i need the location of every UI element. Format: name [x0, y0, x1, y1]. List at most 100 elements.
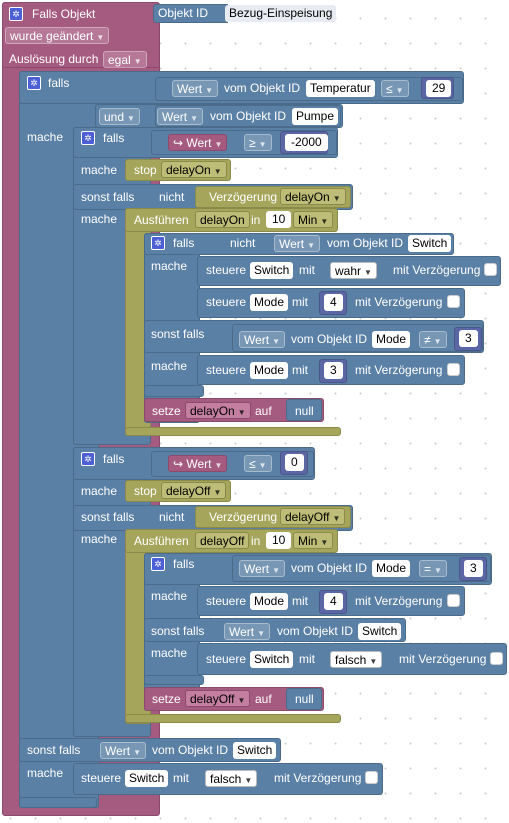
und-dropdown[interactable]: und ▼ [99, 108, 140, 125]
number-4[interactable]: 4 [324, 593, 343, 610]
verzoegerung-label: Verzögerung [209, 510, 278, 524]
object-field-switch[interactable]: Switch [408, 235, 452, 252]
variable-dropdown[interactable]: delayOn ▼ [185, 402, 251, 419]
steuere-label: steuere [206, 295, 247, 309]
falls-label: falls [103, 452, 125, 466]
inner-if-header [144, 233, 454, 255]
prop-dropdown[interactable]: Wert ▼ [239, 560, 286, 577]
trigger-by-label: Auslösung durch [9, 52, 99, 66]
ausfuehren-label: Ausführen [134, 534, 189, 548]
prop-dropdown[interactable]: Wert ▼ [100, 742, 147, 759]
vom-objekt-label: vom Objekt ID [224, 81, 301, 95]
value-dropdown[interactable]: wahr ▼ [330, 262, 377, 279]
number-3[interactable]: 3 [464, 560, 483, 577]
prop-dropdown[interactable]: Wert ▼ [239, 331, 286, 348]
null-block[interactable] [286, 688, 322, 710]
timer-dropdown[interactable]: delayOff ▼ [161, 482, 227, 499]
chevron-down-icon: ▼ [133, 748, 142, 757]
delay-checkbox[interactable] [365, 771, 378, 784]
object-id-field[interactable]: Bezug-Einspeisung [225, 5, 337, 22]
object-field-switch[interactable]: Switch [250, 262, 294, 279]
object-field-switch[interactable]: Switch [233, 742, 277, 759]
mit-label: mit [299, 652, 315, 666]
variable-arrow-icon: ↪ [173, 457, 187, 471]
sonst-falls-label: sonst falls [151, 327, 205, 341]
gear-icon[interactable]: ✲ [9, 7, 23, 21]
vom-objekt-label: vom Objekt ID [291, 561, 368, 575]
object-field-switch[interactable]: Switch [250, 651, 294, 668]
chevron-down-icon: ▼ [433, 337, 442, 346]
trigger-by-dropdown[interactable]: egal ▼ [103, 51, 147, 68]
gear-icon[interactable]: ✲ [81, 452, 95, 466]
cond-mode-ne-3[interactable] [232, 324, 483, 352]
interval-input[interactable]: 10 [266, 211, 292, 228]
compare-op-dropdown[interactable]: ≥ ▼ [244, 134, 272, 151]
sonst-falls-label: sonst falls [81, 510, 135, 524]
prop-dropdown[interactable]: Wert ▼ [157, 108, 204, 125]
number-minus-2000[interactable]: -2000 [285, 134, 328, 151]
object-field-pumpe[interactable]: Pumpe [292, 108, 339, 125]
null-block[interactable] [286, 399, 322, 421]
object-field-switch[interactable]: Switch [358, 623, 402, 640]
variable-wert[interactable]: ↪ Wert ▼ [168, 134, 228, 151]
cond-mode-eq-3[interactable] [232, 555, 491, 582]
value-dropdown[interactable]: falsch ▼ [330, 651, 383, 668]
chevron-down-icon: ▼ [133, 57, 142, 66]
delay-checkbox[interactable] [447, 295, 460, 308]
object-field-mode[interactable]: Mode [250, 362, 289, 379]
object-field-mode[interactable]: Mode [250, 593, 289, 610]
timer-dropdown[interactable]: delayOn [195, 211, 250, 228]
object-field-switch[interactable]: Switch [125, 770, 169, 787]
number-29[interactable]: 29 [426, 80, 452, 97]
nicht-label: nicht [159, 510, 185, 524]
chevron-down-icon: ▼ [258, 140, 267, 149]
chevron-down-icon: ▼ [258, 461, 267, 470]
variable-dropdown[interactable]: delayOff ▼ [185, 690, 251, 707]
object-field-mode[interactable]: Mode [372, 560, 411, 577]
number-3[interactable]: 3 [324, 362, 343, 379]
chevron-down-icon: ▼ [364, 268, 372, 277]
interval-input[interactable]: 10 [266, 532, 292, 549]
value-dropdown[interactable]: falsch ▼ [205, 770, 258, 787]
mache-label: mache [27, 766, 64, 780]
prop-dropdown[interactable]: Wert ▼ [274, 235, 321, 252]
gear-icon[interactable]: ✲ [151, 236, 165, 250]
timer-dropdown[interactable]: delayOn ▼ [280, 188, 346, 205]
delay-checkbox[interactable] [447, 594, 460, 607]
timer-dropdown[interactable]: delayOn ▼ [161, 161, 227, 178]
outer-mache-label: mache [27, 130, 64, 144]
mit-verzoegerung-label: mit Verzögerung [355, 594, 443, 608]
delay-checkbox[interactable] [484, 263, 497, 276]
gear-icon[interactable]: ✲ [27, 76, 41, 90]
unit-dropdown[interactable]: Min ▼ [293, 211, 334, 228]
steuere-switch-wahr[interactable] [197, 256, 501, 286]
number-4[interactable]: 4 [324, 294, 343, 311]
object-field-temperatur[interactable]: Temperatur [306, 80, 375, 97]
number-3[interactable]: 3 [459, 330, 478, 347]
compare-op-dropdown[interactable]: ≤ ▼ [244, 455, 272, 472]
mache-label: mache [151, 589, 188, 603]
object-field-mode[interactable]: Mode [372, 331, 411, 348]
trigger-dropdown[interactable]: wurde geändert ▼ [5, 27, 110, 44]
gear-icon[interactable]: ✲ [151, 557, 165, 571]
compare-op-dropdown[interactable]: = ▼ [419, 560, 447, 577]
prop-dropdown[interactable]: Wert ▼ [172, 80, 219, 97]
gear-icon[interactable]: ✲ [81, 131, 95, 145]
timer-dropdown[interactable]: delayOff [195, 532, 250, 549]
chevron-down-icon: ▼ [257, 629, 266, 638]
prop-dropdown[interactable]: Wert ▼ [224, 623, 271, 640]
nicht-label: nicht [159, 190, 185, 204]
unit-dropdown[interactable]: Min ▼ [293, 532, 334, 549]
variable-wert[interactable]: ↪ Wert ▼ [168, 455, 228, 472]
chevron-down-icon: ▼ [213, 488, 222, 497]
event-title: Falls Objekt [32, 7, 96, 21]
delay-checkbox[interactable] [490, 652, 503, 665]
compare-op-dropdown[interactable]: ≤ ▼ [381, 80, 409, 97]
object-id-label: Objekt ID [153, 4, 228, 23]
number-0[interactable]: 0 [285, 454, 304, 471]
compare-op-dropdown[interactable]: ≠ ▼ [419, 331, 447, 348]
delay-checkbox[interactable] [447, 363, 460, 376]
mache-label: mache [81, 484, 118, 498]
object-field-mode[interactable]: Mode [250, 294, 289, 311]
timer-dropdown[interactable]: delayOff ▼ [280, 508, 346, 525]
